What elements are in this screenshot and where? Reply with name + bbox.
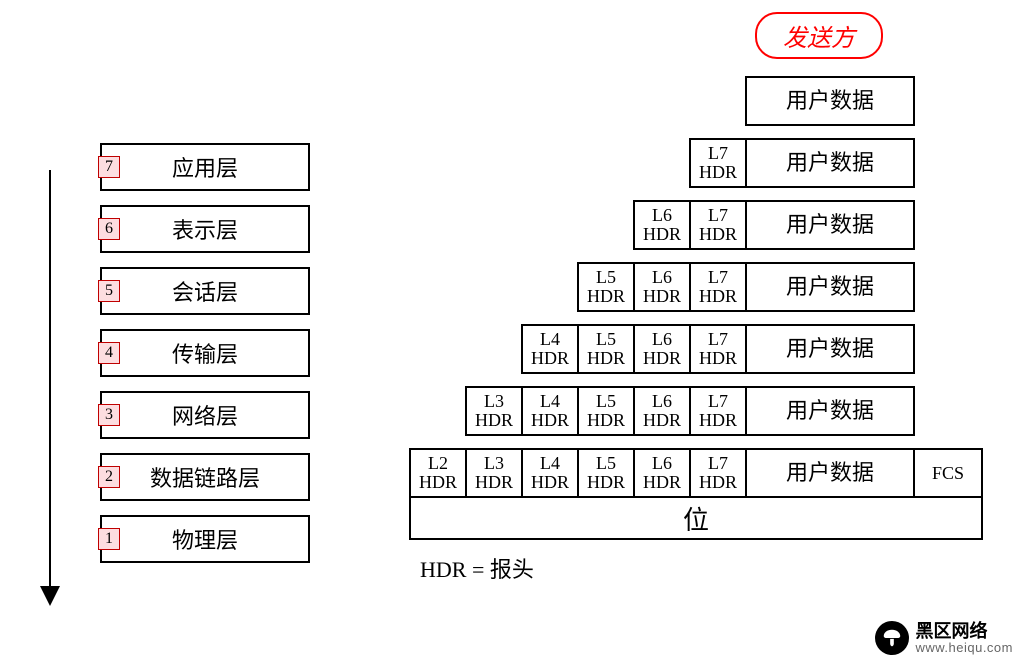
mushroom-icon	[875, 621, 909, 655]
l3-hdr: L3 HDR	[465, 448, 523, 498]
layer-box-1: 物理层	[100, 515, 310, 563]
layer-number-4: 4	[98, 342, 120, 364]
layer-name: 数据链路层	[150, 461, 260, 493]
fcs: FCS	[913, 448, 983, 498]
layer-box-5: 会话层	[100, 267, 310, 315]
l7-hdr: L7 HDR	[689, 448, 747, 498]
layer-box-7: 应用层	[100, 143, 310, 191]
l5-hdr: L5 HDR	[577, 448, 635, 498]
l7-hdr: L7 HDR	[689, 262, 747, 312]
layer-number-5: 5	[98, 280, 120, 302]
user-data: 用户数据	[745, 386, 915, 436]
layer-name: 表示层	[172, 213, 238, 245]
user-data: 用户数据	[745, 200, 915, 250]
layer-name: 物理层	[172, 523, 238, 555]
layer-number-6: 6	[98, 218, 120, 240]
sender-label: 发送方	[755, 12, 883, 59]
user-data: 用户数据	[745, 138, 915, 188]
layer-number-2: 2	[98, 466, 120, 488]
layer-number-3: 3	[98, 404, 120, 426]
l7-hdr: L7 HDR	[689, 138, 747, 188]
encap-row-6: L2 HDRL3 HDRL4 HDRL5 HDRL6 HDRL7 HDR用户数据…	[409, 448, 983, 498]
layer-name: 网络层	[172, 399, 238, 431]
l2-hdr: L2 HDR	[409, 448, 467, 498]
watermark-title: 黑区网络	[915, 622, 1013, 641]
bits-row: 位	[409, 496, 983, 540]
l6-hdr: L6 HDR	[633, 200, 691, 250]
layer-box-3: 网络层	[100, 391, 310, 439]
layer-box-6: 表示层	[100, 205, 310, 253]
encap-row-4: L4 HDRL5 HDRL6 HDRL7 HDR用户数据	[521, 324, 915, 374]
l7-hdr: L7 HDR	[689, 386, 747, 436]
encap-row-3: L5 HDRL6 HDRL7 HDR用户数据	[577, 262, 915, 312]
encap-row-0: 用户数据	[745, 76, 915, 126]
layer-name: 应用层	[172, 151, 238, 183]
l6-hdr: L6 HDR	[633, 448, 691, 498]
l5-hdr: L5 HDR	[577, 262, 635, 312]
layer-number-1: 1	[98, 528, 120, 550]
l6-hdr: L6 HDR	[633, 386, 691, 436]
layer-name: 传输层	[172, 337, 238, 369]
encap-row-2: L6 HDRL7 HDR用户数据	[633, 200, 915, 250]
l7-hdr: L7 HDR	[689, 324, 747, 374]
down-arrow-icon	[30, 170, 70, 610]
l4-hdr: L4 HDR	[521, 324, 579, 374]
l6-hdr: L6 HDR	[633, 262, 691, 312]
watermark: 黑区网络www.heiqu.com	[875, 621, 1013, 655]
encap-row-1: L7 HDR用户数据	[689, 138, 915, 188]
user-data: 用户数据	[745, 448, 915, 498]
l7-hdr: L7 HDR	[689, 200, 747, 250]
layer-box-2: 数据链路层	[100, 453, 310, 501]
l6-hdr: L6 HDR	[633, 324, 691, 374]
layer-box-4: 传输层	[100, 329, 310, 377]
l4-hdr: L4 HDR	[521, 448, 579, 498]
l5-hdr: L5 HDR	[577, 324, 635, 374]
l5-hdr: L5 HDR	[577, 386, 635, 436]
user-data: 用户数据	[745, 262, 915, 312]
user-data: 用户数据	[745, 76, 915, 126]
l3-hdr: L3 HDR	[465, 386, 523, 436]
watermark-url: www.heiqu.com	[915, 641, 1013, 655]
layer-name: 会话层	[172, 275, 238, 307]
l4-hdr: L4 HDR	[521, 386, 579, 436]
layer-number-7: 7	[98, 156, 120, 178]
footnote: HDR = 报头	[420, 552, 534, 584]
user-data: 用户数据	[745, 324, 915, 374]
encap-row-5: L3 HDRL4 HDRL5 HDRL6 HDRL7 HDR用户数据	[465, 386, 915, 436]
